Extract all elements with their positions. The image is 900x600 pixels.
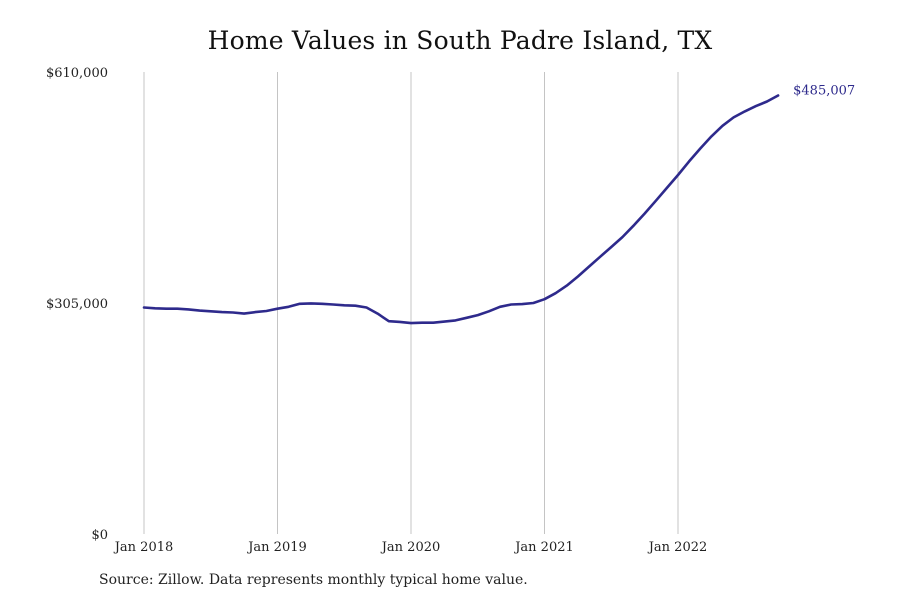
x-tick-label: Jan 2019 [246,540,307,555]
y-tick-label: $610,000 [46,66,108,81]
x-tick-label: Jan 2020 [380,540,441,555]
y-tick-label: $305,000 [46,297,108,312]
chart-title: Home Values in South Padre Island, TX [207,26,713,55]
series-line [142,94,780,325]
x-tick-label: Jan 2021 [513,540,574,555]
end-value-label: $485,007 [793,83,855,98]
y-tick-label: $0 [91,528,108,543]
source-note: Source: Zillow. Data represents monthly … [99,572,528,588]
x-tick-label: Jan 2022 [647,540,708,555]
x-tick-label: Jan 2018 [113,540,174,555]
